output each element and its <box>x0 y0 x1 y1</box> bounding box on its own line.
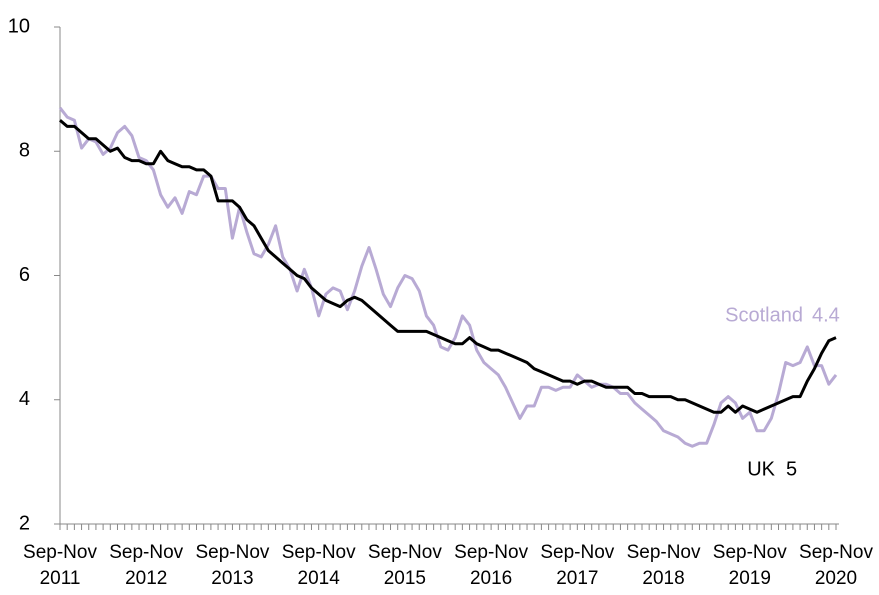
y-tick-label: 4 <box>19 388 30 410</box>
series-label: Scotland <box>725 304 803 326</box>
y-tick-label: 10 <box>8 15 30 37</box>
y-tick-label: 6 <box>19 264 30 286</box>
y-tick-label: 8 <box>19 140 30 162</box>
x-tick-label: Sep-Nov 2018 <box>626 542 701 589</box>
x-tick-label: Sep-Nov 2015 <box>367 542 442 589</box>
x-tick-label: Sep-Nov 2014 <box>281 542 356 589</box>
y-tick-label: 2 <box>19 512 30 534</box>
x-tick-label: Sep-Nov 2019 <box>712 542 787 589</box>
x-tick-label: Sep-Nov 2012 <box>109 542 184 589</box>
x-tick-label: Sep-Nov 2013 <box>195 542 270 589</box>
x-tick-label: Sep-Nov 2016 <box>454 542 529 589</box>
line-series <box>59 119 837 414</box>
x-tick-label: Sep-Nov 2017 <box>540 542 615 589</box>
x-tick-label: Sep-Nov 2020 <box>799 542 873 589</box>
x-tick-label: Sep-Nov 2011 <box>23 542 97 589</box>
series-label: UK <box>747 458 775 480</box>
line-series <box>58 106 838 448</box>
end-value-label: 4.4 <box>812 304 840 326</box>
end-value-label: 5 <box>786 458 797 480</box>
